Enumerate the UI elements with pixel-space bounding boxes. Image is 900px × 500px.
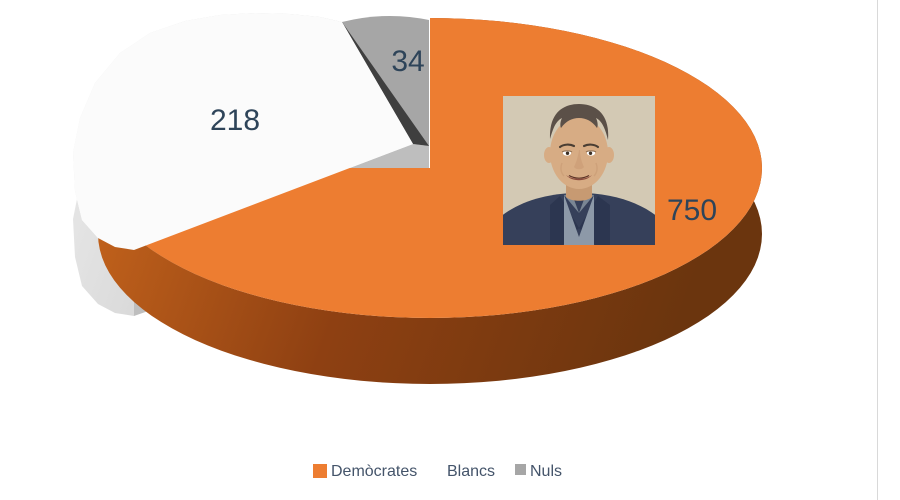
svg-text:Demòcrates: Demòcrates <box>331 463 417 480</box>
svg-text:34: 34 <box>391 45 424 78</box>
svg-text:Blancs: Blancs <box>447 463 495 480</box>
svg-text:218: 218 <box>210 104 260 137</box>
svg-text:Nuls: Nuls <box>530 463 562 480</box>
svg-text:750: 750 <box>667 194 717 227</box>
